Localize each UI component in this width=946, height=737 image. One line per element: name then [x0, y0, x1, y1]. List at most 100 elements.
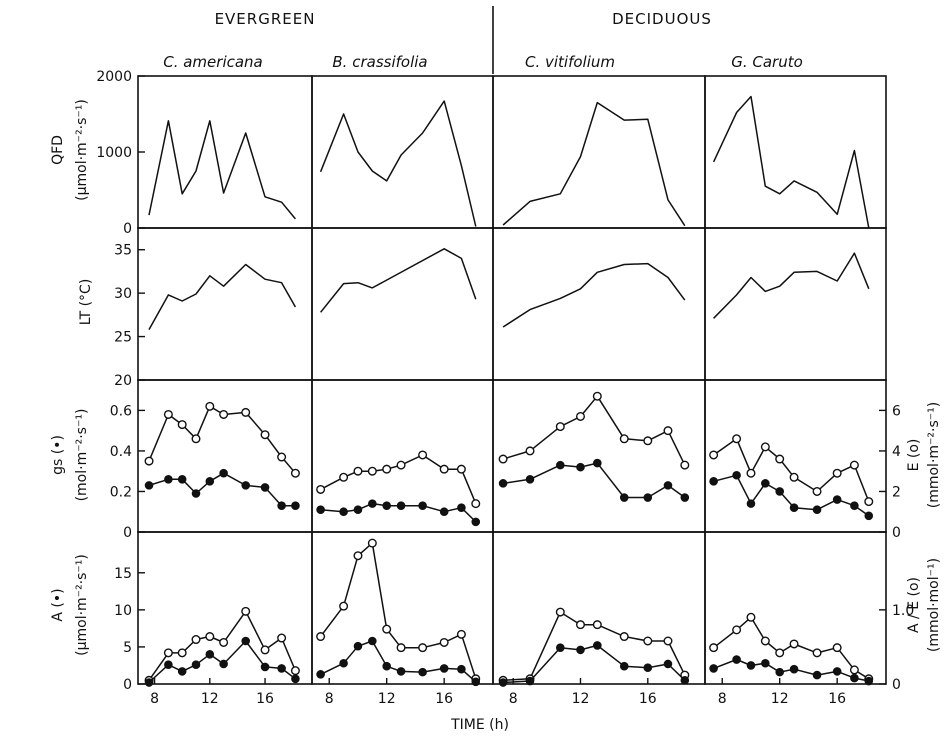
data-point-gs: [291, 501, 300, 510]
series-line-lt: [148, 263, 297, 330]
data-point-e: [525, 446, 535, 456]
data-point-a-e: [789, 639, 799, 649]
series-line-gs: [148, 472, 296, 507]
data-point-e: [290, 468, 300, 478]
panel-frame: [704, 227, 887, 381]
data-point-a-e: [663, 636, 673, 646]
data-point-gs: [471, 517, 481, 527]
data-point-a: [144, 678, 154, 687]
group-header-deciduous: DECIDUOUS: [612, 10, 712, 28]
data-point-a-e: [290, 666, 300, 676]
data-point-gs: [339, 507, 348, 517]
data-point-gs: [812, 505, 822, 515]
data-point-e: [864, 497, 874, 507]
data-point-gs: [241, 481, 251, 490]
species-label-g-caruto: G. Caruto: [731, 53, 803, 71]
data-point-e: [592, 391, 602, 401]
series-line-qfd: [712, 95, 870, 229]
data-point-e: [277, 452, 287, 462]
series-line-lt: [320, 248, 477, 313]
data-point-e: [144, 456, 154, 466]
y2tick-label-a-ae: 0: [892, 677, 901, 693]
series-line-gs: [320, 502, 477, 523]
data-point-e: [709, 450, 719, 460]
plot-area: 0 1000 2000 20 25 30 35 0 0.2 0.4 0.6 0 2 4 6 0 5 10 15 0 1.…: [96, 69, 914, 707]
data-point-gs: [260, 483, 270, 492]
data-point-a: [339, 658, 348, 668]
panel-lt-4: [704, 227, 887, 381]
xtick-label: 12: [378, 691, 396, 707]
data-point-a: [316, 670, 325, 679]
data-point-a-e: [163, 648, 173, 658]
data-point-e: [849, 460, 859, 470]
series-line-a: [713, 658, 869, 682]
data-point-gs: [205, 477, 215, 486]
ylabel-gs: gs (•) (mol·m⁻²·s⁻¹): [50, 409, 90, 502]
data-point-a-e: [177, 648, 187, 658]
data-point-a-e: [709, 643, 719, 653]
data-point-a-e: [760, 636, 770, 646]
data-point-e: [219, 409, 229, 419]
data-point-a-e: [418, 643, 428, 653]
data-point-gs: [864, 511, 874, 521]
ytick-label-lt: 25: [114, 330, 132, 346]
data-point-e: [382, 464, 392, 474]
data-point-e: [177, 420, 187, 430]
data-point-gs: [709, 477, 718, 486]
data-point-a: [205, 650, 215, 659]
panel-lt-3: [492, 227, 706, 381]
data-point-a-e: [396, 643, 406, 653]
data-point-a: [619, 661, 629, 671]
y2tick-label-gs-e: 6: [892, 403, 901, 419]
series-line-gs: [713, 474, 870, 517]
xtick-label: 12: [771, 691, 789, 707]
data-point-e: [163, 409, 173, 419]
ytick-label-gs-e: 0.4: [110, 444, 132, 460]
series-line-a: [320, 640, 477, 683]
data-point-e: [619, 434, 629, 444]
panel-gs-e-2: [311, 379, 494, 533]
species-label-b-crassifolia: B. crassifolia: [332, 53, 427, 71]
xtick-label: 8: [325, 691, 334, 707]
data-point-a-e: [367, 538, 377, 548]
data-point-a-e: [812, 648, 822, 658]
data-point-a-e: [775, 648, 785, 658]
ylabel-a: A (•) (μmol·m⁻²·s⁻¹): [50, 554, 90, 656]
data-point-e: [643, 436, 653, 446]
data-point-e: [353, 466, 363, 476]
panel-a-ae-1: 8 12 16: [137, 531, 313, 707]
panel-lt-1: [137, 227, 313, 381]
data-point-a-e: [219, 637, 229, 647]
data-point-a: [439, 664, 449, 673]
series-line-a-e: [148, 610, 297, 681]
data-point-a-e: [439, 637, 449, 647]
data-point-gs: [761, 479, 770, 488]
panel-gs-e-4: [704, 379, 887, 533]
panel-gs-e-1: [137, 379, 313, 533]
data-point-a-e: [832, 643, 842, 653]
data-point-a-e: [619, 632, 629, 642]
data-point-a-e: [732, 625, 742, 635]
data-point-e: [241, 407, 251, 417]
data-point-gs: [832, 495, 842, 504]
ylabel-a-main: A (•): [50, 588, 66, 621]
data-point-gs: [316, 505, 325, 515]
panel-frame: [492, 379, 706, 533]
data-point-gs: [850, 501, 859, 510]
panel-qfd-2: [311, 75, 494, 229]
panel-qfd-3: [492, 75, 706, 229]
data-point-e: [456, 464, 466, 474]
ylabel-lt: LT (°C): [78, 279, 94, 326]
data-point-gs: [144, 481, 154, 490]
group-header-evergreen: EVERGREEN: [215, 10, 316, 28]
data-point-gs: [525, 475, 535, 484]
data-point-a-e: [316, 632, 326, 642]
data-point-a-e: [339, 601, 349, 611]
ytick-label-lt: 30: [114, 286, 132, 302]
data-point-e: [555, 422, 565, 432]
data-point-gs: [680, 493, 690, 502]
data-point-gs: [177, 475, 187, 484]
data-point-e: [191, 434, 201, 444]
data-point-a: [775, 667, 784, 677]
data-point-gs: [732, 470, 741, 480]
